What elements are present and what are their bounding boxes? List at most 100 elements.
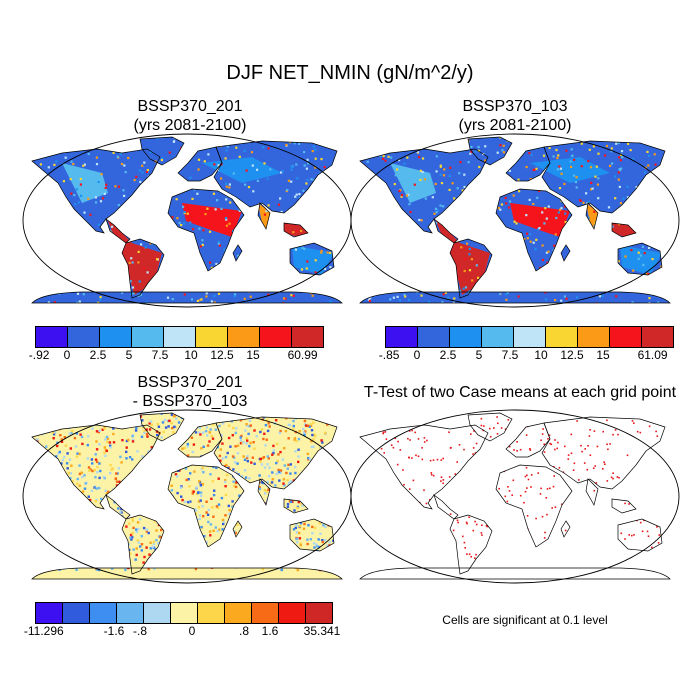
coastline-ant <box>31 567 343 580</box>
panel-4-title: T-Test of two Case means at each grid po… <box>363 384 677 401</box>
map-panel-1 <box>22 133 352 308</box>
significance-note: Cells are significant at 0.1 level <box>442 613 608 627</box>
coastline-af <box>167 188 245 272</box>
coastline-mad <box>232 244 243 262</box>
coastline-sea <box>611 222 637 238</box>
colorbar-tick-label: 2.5 <box>439 348 457 362</box>
colorbar-panel-3-labels: -11.296 -1.6 -.8 0 .8 1.6 35.341 <box>24 624 340 640</box>
colorbar-swatch <box>481 326 514 348</box>
colorbar-swatch <box>197 602 225 624</box>
colorbar-tick-label: 0 <box>188 624 196 638</box>
coastline-cam <box>105 218 131 244</box>
panel-1-title-line1: BSSP370_201 <box>137 98 243 115</box>
coastline-ant <box>31 291 343 304</box>
coastline-gl <box>467 136 513 166</box>
coastline-ant <box>359 291 671 304</box>
panel-2-title-line1: BSSP370_103 <box>462 98 568 115</box>
coastline-mad <box>560 520 571 538</box>
coastline-sa <box>121 514 165 575</box>
coastline-as <box>541 416 666 490</box>
colorbar-swatch <box>449 326 482 348</box>
colorbar-tick-label: -11.296 <box>23 624 64 638</box>
coastline-aus <box>617 518 663 552</box>
colorbar-swatch <box>259 326 292 348</box>
colorbar-swatch <box>385 326 418 348</box>
coastline-ant <box>359 567 671 580</box>
map-border <box>350 133 680 308</box>
colorbar-tick-label: 5 <box>475 348 483 362</box>
colorbar-swatch <box>545 326 578 348</box>
coastline-sea <box>611 498 637 514</box>
coastline-eu <box>505 422 551 458</box>
colorbar-tick-label: 10 <box>184 348 198 362</box>
colorbar-swatch <box>35 326 68 348</box>
coastline-ind <box>257 478 271 506</box>
colorbar-swatch <box>609 326 642 348</box>
colorbar-swatch <box>131 326 164 348</box>
coastline-aus <box>289 242 335 276</box>
panel-3-title: BSSP370_201 - BSSP370_103 <box>25 373 355 411</box>
colorbar-tick-label: 7.5 <box>501 348 519 362</box>
colorbar-tick-label: -.8 <box>132 624 148 638</box>
coastline-gl <box>139 412 185 442</box>
panel-1-title: BSSP370_201 (yrs 2081-2100) <box>25 97 355 135</box>
coastline-sa <box>449 514 493 575</box>
colorbar-tick-label: .8 <box>238 624 250 638</box>
colorbar-tick-label: 15 <box>246 348 260 362</box>
coastline-as <box>213 140 338 214</box>
coastline-ind <box>585 478 599 506</box>
colorbar-tick-label: 35.341 <box>303 624 341 638</box>
colorbar-panel-2 <box>385 326 674 348</box>
colorbar-tick-label: 7.5 <box>151 348 169 362</box>
coastline-na <box>359 148 489 234</box>
colorbar-swatch <box>251 602 279 624</box>
colorbar-tick-label: 2.5 <box>89 348 107 362</box>
coastline-mad <box>560 244 571 262</box>
coastline-sea <box>283 498 309 514</box>
colorbar-swatch <box>143 602 171 624</box>
colorbar-swatch <box>35 602 63 624</box>
colorbar-tick-label: 12.5 <box>210 348 234 362</box>
coastline-cam <box>105 494 131 520</box>
colorbar-swatch <box>62 602 90 624</box>
colorbar-swatch <box>513 326 546 348</box>
colorbar-panel-1-labels: -.92 0 2.5 5 7.5 10 12.5 15 60.99 <box>29 348 318 364</box>
coastline-na <box>31 424 161 510</box>
panel-3-title-line2: - BSSP370_103 <box>132 393 248 410</box>
colorbar-tick-label: -.92 <box>28 348 50 362</box>
coastline-ind <box>585 202 599 230</box>
panel-2-title-line2: (yrs 2081-2100) <box>458 117 572 134</box>
coastline-af <box>495 464 573 548</box>
colorbar-swatch <box>224 602 252 624</box>
colorbar-swatch <box>577 326 610 348</box>
panel-3-title-line1: BSSP370_201 <box>137 374 243 391</box>
colorbar-swatch <box>163 326 196 348</box>
coastline-aus <box>289 518 335 552</box>
colorbar-swatch <box>417 326 450 348</box>
colorbar-tick-label: 10 <box>534 348 548 362</box>
colorbar-swatch <box>67 326 100 348</box>
coastline-gl <box>139 136 185 166</box>
coastline-sa <box>449 238 493 299</box>
map-panel-3 <box>22 409 352 584</box>
coastline-aus <box>617 242 663 276</box>
coastline-af <box>495 188 573 272</box>
colorbar-panel-2-labels: -.85 0 2.5 5 7.5 10 12.5 15 61.09 <box>379 348 668 364</box>
colorbar-tick-label: -1.6 <box>103 624 125 638</box>
coastline-gl <box>467 412 513 442</box>
colorbar-swatch <box>227 326 260 348</box>
colorbar-swatch <box>99 326 132 348</box>
panel-1-title-line2: (yrs 2081-2100) <box>133 117 247 134</box>
colorbar-swatch <box>195 326 228 348</box>
map-border <box>350 409 680 584</box>
coastline-mad <box>232 520 243 538</box>
colorbar-swatch <box>305 602 333 624</box>
coastline-cam <box>433 494 459 520</box>
coastline-cam <box>433 218 459 244</box>
coastline-as <box>213 416 338 490</box>
coastline-na <box>31 148 161 234</box>
coastline-af <box>167 464 245 548</box>
coastline-na <box>359 424 489 510</box>
colorbar-tick-label: 60.99 <box>287 348 318 362</box>
colorbar-panel-3 <box>35 602 333 624</box>
